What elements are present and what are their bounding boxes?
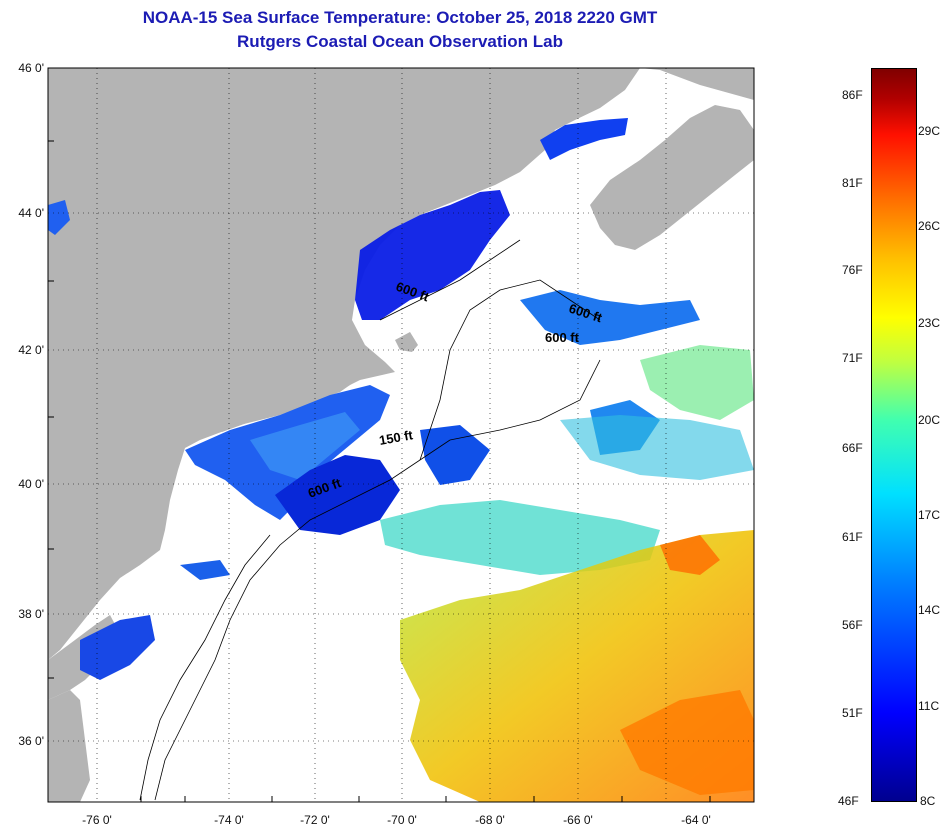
temperature-colorbar	[871, 68, 917, 802]
map-frame	[47, 67, 755, 803]
colorbar-f-label: 81F	[842, 176, 863, 190]
land-long-island	[215, 378, 360, 432]
depth-contours	[139, 239, 601, 801]
colorbar-f-label: 76F	[842, 263, 863, 277]
colorbar-c-label: 11C	[918, 699, 940, 713]
lon-label: -72 0'	[300, 813, 330, 827]
lon-label: -68 0'	[475, 813, 505, 827]
hot-patch	[660, 535, 720, 575]
colorbar-f-label: 71F	[842, 351, 863, 365]
contour-label: 600 ft	[545, 330, 580, 345]
colorbar-c-label: 20C	[918, 413, 941, 427]
land-mainland	[48, 68, 754, 660]
lat-label: 44 0'	[18, 206, 44, 220]
mid-water-region	[380, 345, 754, 575]
lon-label: -66 0'	[563, 813, 593, 827]
hot-patch	[620, 690, 754, 795]
lat-label: 36 0'	[18, 734, 44, 748]
lat-label: 42 0'	[18, 343, 44, 357]
lon-label: -64 0'	[681, 813, 711, 827]
colorbar-c-label: 26C	[918, 219, 941, 233]
colorbar-c-label: 8C	[920, 794, 936, 808]
cold-water-region	[48, 118, 700, 680]
colorbar-f-label: 56F	[842, 618, 863, 632]
axis-ticks	[48, 140, 711, 802]
colorbar-f-label: 86F	[842, 88, 863, 102]
map-content	[48, 68, 754, 802]
lat-label: 40 0'	[18, 477, 44, 491]
colorbar-f-label: 66F	[842, 441, 863, 455]
contour-label: 150 ft	[378, 427, 415, 448]
lon-label: -74 0'	[214, 813, 244, 827]
lat-label: 38 0'	[18, 607, 44, 621]
land-virginia	[48, 690, 90, 802]
land-cape-cod	[395, 332, 418, 352]
land-nova-scotia	[590, 105, 754, 250]
colorbar-c-label: 17C	[918, 508, 941, 522]
map-title: NOAA-15 Sea Surface Temperature: October…	[142, 8, 658, 27]
colorbar-c-label: 23C	[918, 316, 941, 330]
lon-label: -70 0'	[387, 813, 417, 827]
map-subtitle: Rutgers Coastal Ocean Observation Lab	[237, 32, 563, 51]
colorbar-c-label: 14C	[918, 603, 941, 617]
lat-label: 46 0'	[18, 61, 44, 75]
colorbar-f-label: 51F	[842, 706, 863, 720]
colorbar-c-label: 29C	[918, 124, 941, 138]
colorbar-f-label: 61F	[842, 530, 863, 544]
lon-label: -76 0'	[82, 813, 112, 827]
colorbar-f-label: 46F	[838, 794, 859, 808]
